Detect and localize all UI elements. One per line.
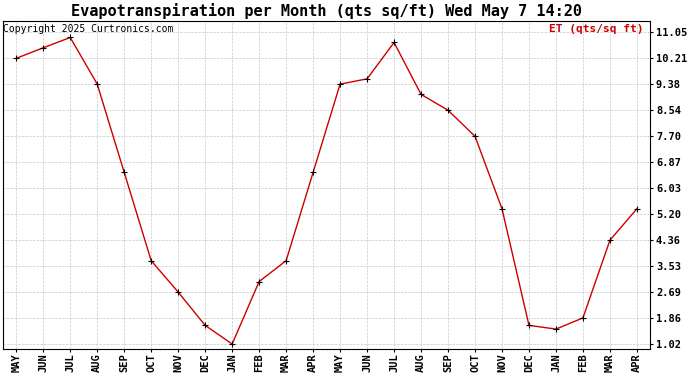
Text: ET (qts/sq ft): ET (qts/sq ft) [549, 24, 644, 34]
Title: Evapotranspiration per Month (qts sq/ft) Wed May 7 14:20: Evapotranspiration per Month (qts sq/ft)… [71, 3, 582, 19]
Text: Copyright 2025 Curtronics.com: Copyright 2025 Curtronics.com [3, 24, 173, 34]
